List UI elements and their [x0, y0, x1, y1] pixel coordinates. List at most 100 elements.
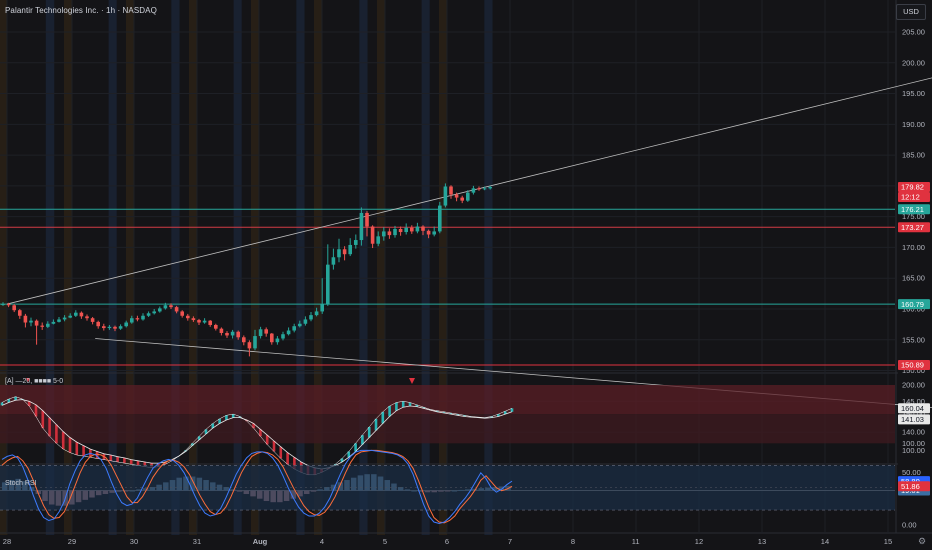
candle-body [460, 197, 464, 201]
macd-signal-line [1, 399, 513, 470]
candle-body [169, 305, 173, 308]
stoch-axis-tick: 100.00 [902, 446, 925, 455]
time-axis-label: 29 [68, 537, 76, 546]
price-tick-label: 175.00 [902, 212, 925, 221]
time-axis-label: 13 [758, 537, 766, 546]
trendline [6, 77, 932, 305]
candle-body [23, 315, 28, 323]
price-badge-label: 150.89 [901, 361, 924, 370]
price-badge-label: 12:12 [901, 193, 920, 202]
candle-body [387, 231, 392, 236]
candle-body [152, 311, 156, 314]
time-axis-label: 11 [632, 537, 640, 546]
price-badge-label: 176.21 [901, 205, 924, 214]
candle-body [449, 186, 453, 195]
candle-body [135, 318, 140, 320]
candle-body [331, 257, 336, 265]
price-tick-label: 155.00 [902, 335, 925, 344]
stoch-rsi-label[interactable]: Stoch RSI [5, 480, 37, 487]
candle-body [370, 226, 375, 244]
postmarket-band [233, 0, 242, 535]
macd-indicator-label[interactable]: [A] —20, ■■■■ 5-0 [5, 378, 64, 385]
candle-body [426, 230, 431, 235]
sell-signal-marker [409, 378, 415, 384]
price-badge-label: 160.79 [901, 300, 924, 309]
price-tick-label: 200.00 [902, 58, 925, 67]
candle-body [34, 320, 39, 326]
price-badge [898, 222, 930, 233]
price-badge [898, 360, 930, 371]
premarket-band [64, 0, 73, 535]
candle-body [398, 228, 403, 233]
time-axis-label: 14 [821, 537, 829, 546]
candle-body [51, 321, 56, 324]
candle-body [57, 319, 61, 322]
stoch-k-line [1, 449, 513, 525]
candle-body [410, 227, 414, 232]
price-badge [898, 204, 930, 215]
symbol-title[interactable]: Palantir Technologies Inc. · 1h · NASDAQ [5, 6, 157, 15]
candle-body [158, 308, 162, 312]
time-axis-label: 6 [445, 537, 449, 546]
candle-body [197, 320, 201, 323]
candle-body [292, 326, 296, 331]
candle-body [309, 315, 313, 320]
candle-body [236, 331, 240, 338]
session-bands [0, 0, 493, 535]
candle-body [174, 307, 179, 312]
candle-body [208, 320, 212, 325]
candle-body [337, 249, 341, 258]
candle-body [29, 320, 33, 323]
price-tick-label: 170.00 [902, 243, 925, 252]
postmarket-band [108, 0, 117, 535]
macd-upper-zone [0, 414, 895, 444]
premarket-band [439, 0, 448, 535]
currency-button[interactable]: USD [896, 4, 926, 20]
candle-body [219, 328, 224, 333]
candle-body [1, 304, 5, 306]
candle-body [191, 318, 196, 321]
sell-signal-marker [26, 378, 30, 382]
candle-body [113, 326, 117, 329]
premarket-band [126, 0, 135, 535]
candle-body [247, 342, 252, 349]
time-axis-label: 28 [3, 537, 11, 546]
candle-body [342, 249, 347, 255]
candle-body [6, 304, 11, 306]
time-axis-label: 15 [884, 537, 892, 546]
candle-body [314, 311, 319, 316]
macd-axis-tick: 50.00 [902, 468, 921, 477]
stoch-axis-tick: 0.00 [902, 521, 917, 530]
postmarket-band [45, 0, 55, 535]
settings-gear-icon[interactable]: ⚙ [917, 536, 927, 546]
premarket-band [314, 0, 323, 535]
candle-body [74, 312, 78, 316]
candle-body [130, 318, 134, 323]
candle-body [225, 332, 229, 336]
candle-body [320, 304, 324, 312]
candle-body [141, 315, 145, 320]
time-axis-label: Aug [253, 537, 268, 546]
candle-body [96, 321, 100, 327]
postmarket-band [484, 0, 493, 535]
candle-body [415, 226, 420, 232]
candle-body [230, 331, 235, 336]
candle-body [432, 231, 436, 235]
candle-body [18, 310, 22, 316]
candle-body [146, 313, 151, 316]
price-badge-label: 173.27 [901, 223, 924, 232]
time-axis-label: 31 [193, 537, 201, 546]
candle-body [482, 188, 487, 190]
candle-body [376, 236, 380, 244]
time-axis-label: 8 [571, 537, 575, 546]
candle-body [477, 188, 481, 190]
price-badge [898, 299, 930, 310]
candle-body [85, 316, 89, 319]
candle-body [298, 323, 302, 327]
postmarket-band [421, 0, 430, 535]
candle-body [258, 329, 263, 337]
stoch-d-line [1, 449, 513, 524]
candle-body [443, 186, 448, 206]
